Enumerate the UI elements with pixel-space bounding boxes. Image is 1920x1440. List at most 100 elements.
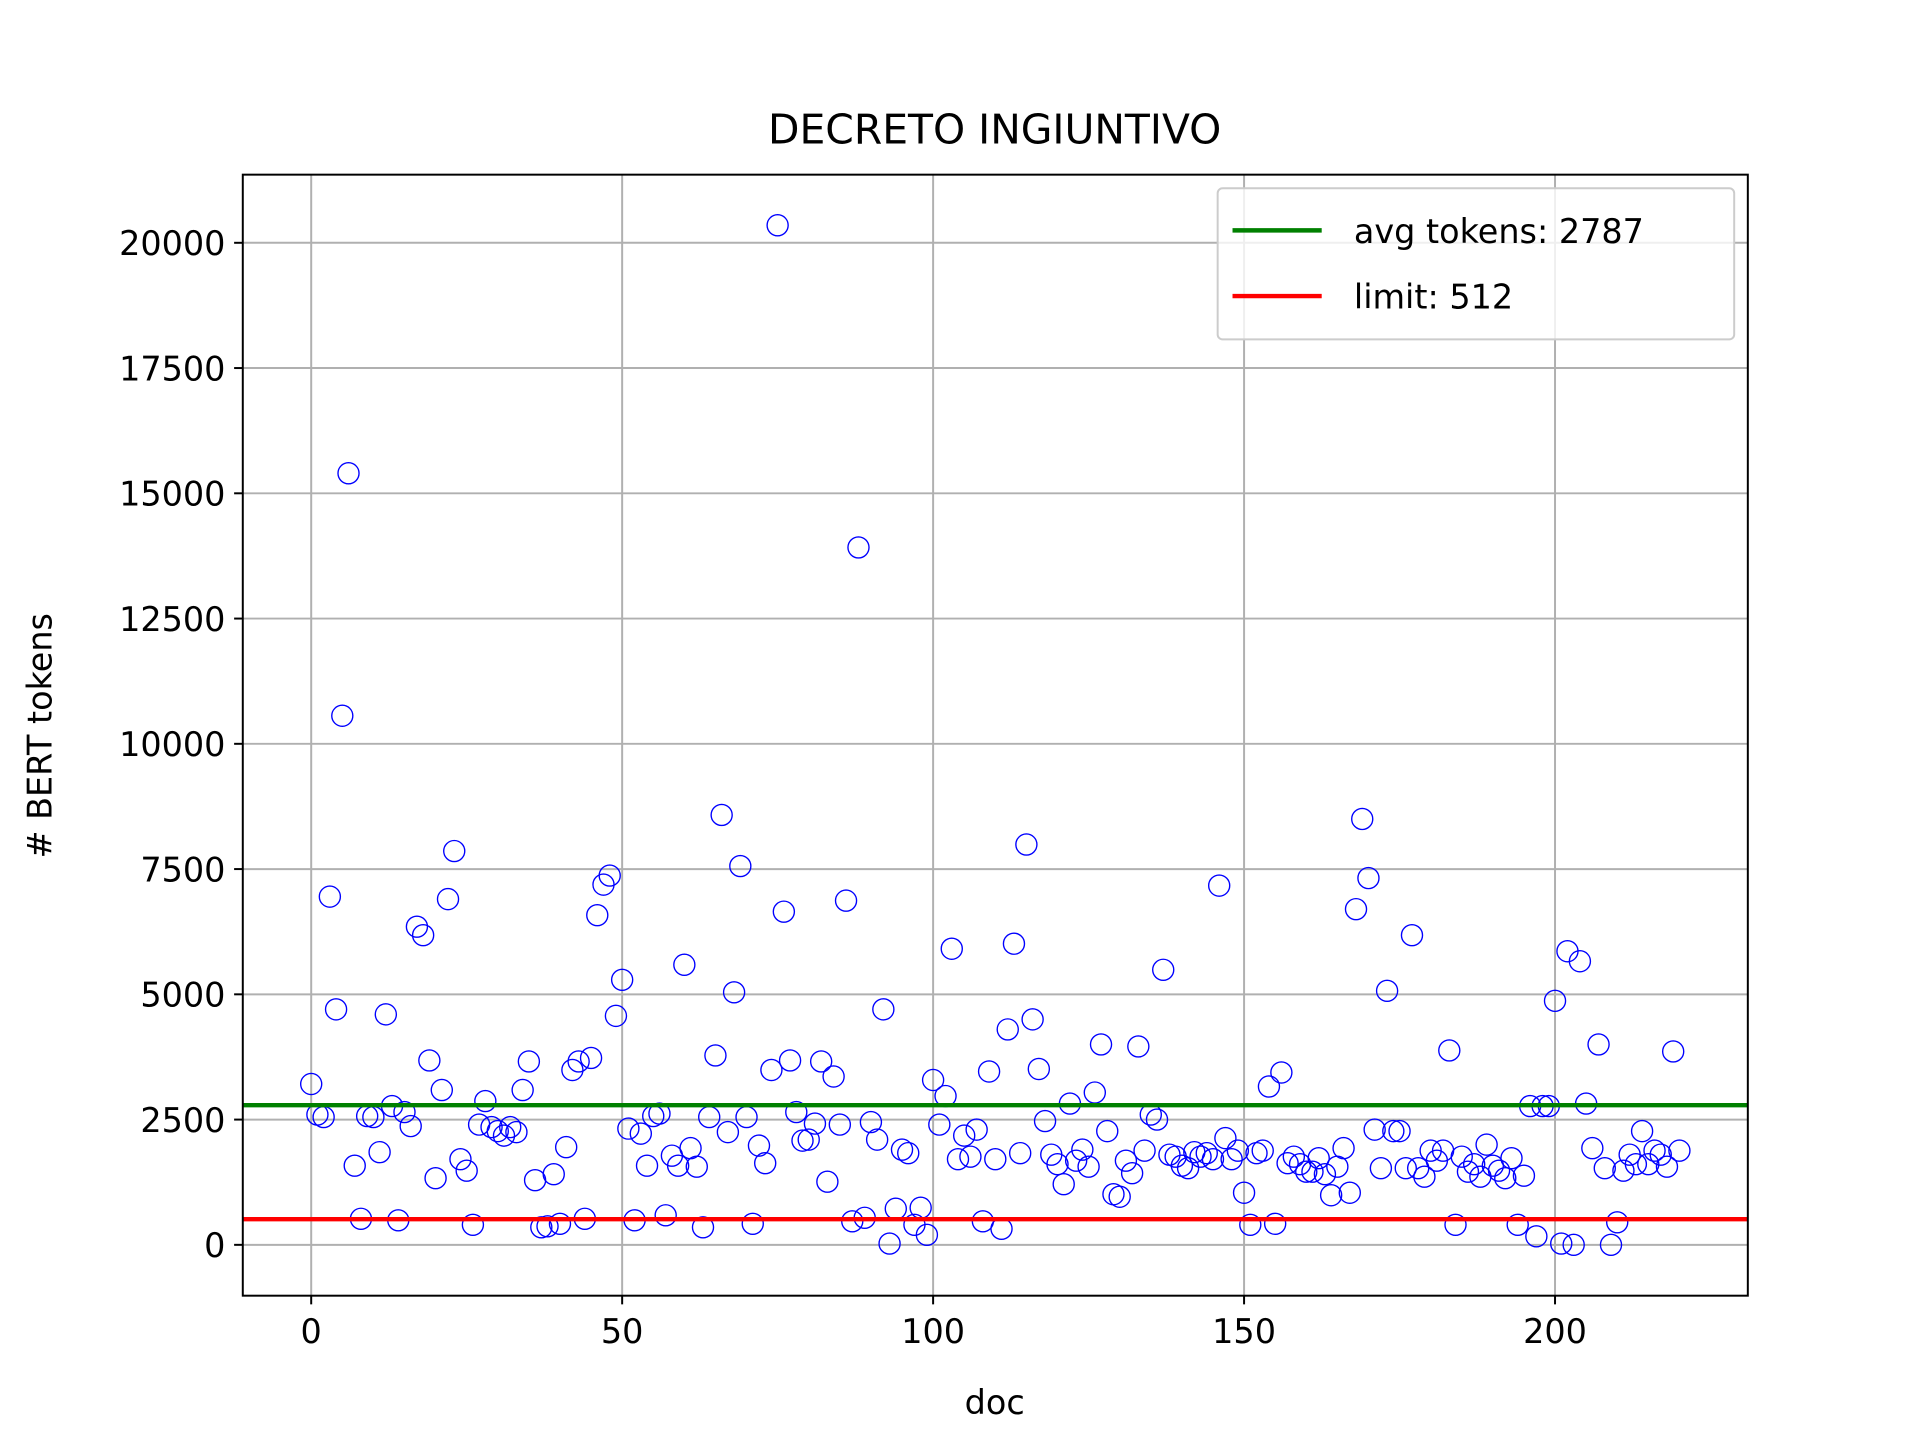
- data-point: [1326, 1155, 1349, 1178]
- data-point: [418, 1049, 441, 1072]
- data-point: [990, 1217, 1013, 1241]
- data-point: [299, 1072, 323, 1096]
- data-point: [1040, 1143, 1063, 1166]
- data-point: [617, 1117, 640, 1140]
- data-point: [492, 1124, 516, 1147]
- y-tick-label: 0: [204, 1226, 225, 1265]
- data-point: [1077, 1155, 1100, 1178]
- data-point: [374, 1003, 398, 1026]
- data-point: [1201, 1147, 1225, 1171]
- data-point: [1500, 1146, 1523, 1170]
- data-point: [1661, 1040, 1685, 1063]
- data-point: [1046, 1152, 1069, 1176]
- data-point: [424, 1166, 447, 1190]
- data-point: [436, 887, 460, 911]
- legend-box: [1216, 187, 1736, 341]
- data-point: [1550, 1232, 1573, 1255]
- data-point: [1145, 1108, 1169, 1131]
- data-point: [654, 1204, 677, 1227]
- data-point: [1568, 950, 1592, 973]
- data-point: [1071, 1138, 1094, 1161]
- data-point: [1033, 1109, 1057, 1133]
- x-axis-label: doc: [965, 1383, 1025, 1422]
- data-point: [1444, 1213, 1467, 1237]
- data-point: [1655, 1155, 1679, 1178]
- data-point: [1649, 1143, 1672, 1166]
- data-point: [505, 1120, 528, 1144]
- data-point: [785, 1100, 808, 1124]
- data-point: [1189, 1145, 1212, 1168]
- data-point: [691, 1216, 715, 1239]
- data-point: [461, 1213, 485, 1237]
- data-point: [1357, 866, 1380, 890]
- data-point: [1021, 1008, 1044, 1031]
- data-point: [1338, 1181, 1362, 1204]
- x-tick-label: 200: [1523, 1312, 1587, 1351]
- data-point: [1295, 1160, 1318, 1183]
- data-point: [598, 864, 621, 887]
- data-point: [1525, 1225, 1548, 1248]
- data-point: [548, 1212, 572, 1236]
- data-point: [1332, 1136, 1355, 1160]
- data-point: [1624, 1152, 1648, 1176]
- data-point: [1512, 1164, 1536, 1187]
- data-point: [965, 1118, 988, 1141]
- data-point: [1307, 1146, 1330, 1170]
- data-point: [716, 1120, 740, 1144]
- data-point: [1438, 1039, 1461, 1062]
- data-point: [1587, 1033, 1610, 1056]
- data-point: [554, 1135, 578, 1159]
- data-point: [1214, 1126, 1237, 1150]
- data-point: [318, 885, 342, 908]
- data-point: [1543, 989, 1567, 1013]
- data-point: [517, 1050, 541, 1073]
- data-point: [1400, 923, 1424, 947]
- y-tick-label: 15000: [119, 475, 225, 514]
- data-point: [984, 1147, 1007, 1171]
- data-point: [1133, 1139, 1156, 1162]
- data-point: [1487, 1159, 1511, 1182]
- data-point: [511, 1078, 534, 1102]
- data-point: [368, 1140, 391, 1164]
- data-point: [1351, 807, 1374, 831]
- data-point: [766, 214, 789, 237]
- y-tick-label: 7500: [140, 850, 225, 889]
- data-point: [1581, 1136, 1604, 1160]
- data-point: [878, 1232, 901, 1255]
- data-point: [1462, 1152, 1486, 1176]
- data-point: [498, 1115, 522, 1139]
- y-tick-label: 20000: [119, 224, 225, 263]
- data-point: [1599, 1233, 1623, 1257]
- x-tick-label: 50: [601, 1312, 644, 1351]
- data-point: [872, 998, 895, 1021]
- data-point: [747, 1134, 771, 1157]
- data-point: [698, 1105, 721, 1129]
- data-point: [704, 1044, 727, 1067]
- data-point: [897, 1141, 920, 1165]
- data-point: [411, 923, 435, 947]
- data-point: [977, 1060, 1001, 1083]
- data-point: [1556, 940, 1579, 963]
- data-point: [312, 1105, 335, 1129]
- data-point: [1276, 1151, 1299, 1175]
- data-point: [791, 1129, 814, 1152]
- data-point: [760, 1058, 783, 1082]
- data-point: [1593, 1156, 1616, 1180]
- data-point: [946, 1147, 970, 1171]
- data-point: [996, 1018, 1019, 1041]
- data-point: [1158, 1143, 1181, 1166]
- data-point: [797, 1128, 820, 1151]
- data-point: [523, 1168, 547, 1192]
- data-point: [1120, 1161, 1144, 1185]
- chart-title: DECRETO INGIUNTIVO: [768, 106, 1221, 154]
- data-point: [1257, 1075, 1281, 1098]
- data-point: [343, 1154, 366, 1177]
- data-point: [1394, 1156, 1417, 1180]
- data-point: [1239, 1213, 1262, 1237]
- data-point: [561, 1058, 584, 1082]
- data-point: [1668, 1139, 1691, 1162]
- data-point: [324, 998, 348, 1021]
- data-point: [803, 1112, 827, 1135]
- y-axis-label: # BERT tokens: [21, 613, 60, 859]
